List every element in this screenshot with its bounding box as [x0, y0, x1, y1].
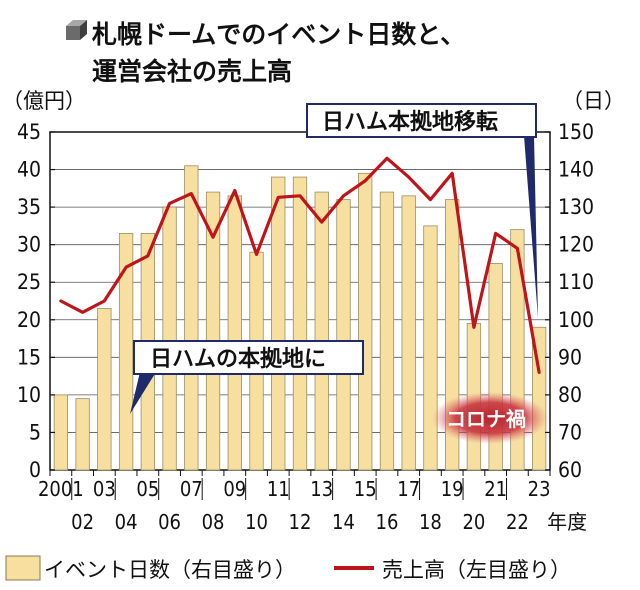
x-tick-label: 02	[71, 510, 94, 534]
left-tick-label: 40	[17, 158, 41, 182]
bar-2004	[118, 232, 134, 471]
right-tick-label: 110	[558, 270, 594, 294]
bar-2002	[75, 398, 90, 471]
bar-2006	[162, 206, 177, 471]
x-tick-label: 22	[506, 510, 529, 534]
right-tick-label: 100	[558, 308, 594, 332]
callout-relocation-pointer	[524, 136, 538, 318]
left-tick-label: 45	[17, 120, 41, 144]
bar-2012	[292, 176, 308, 471]
left-tick-label: 15	[17, 345, 41, 369]
covid-badge: コロナ禍	[432, 392, 548, 444]
x-tick-label: 20	[462, 510, 485, 534]
x-tick-label: 06	[158, 510, 181, 534]
bar-2015	[358, 172, 373, 471]
legend-bar-label: イベント日数（右目盛り）	[44, 558, 296, 582]
callout-relocation-box	[306, 103, 537, 138]
right-tick-label: 140	[558, 158, 594, 182]
bar-2009	[227, 195, 242, 471]
left-tick-label: 35	[17, 195, 41, 219]
right-tick-label: 60	[558, 458, 582, 482]
left-tick-label: 5	[29, 420, 41, 444]
title-cube-icon	[66, 26, 80, 40]
left-tick-label: 20	[17, 308, 41, 332]
sales-line	[59, 156, 541, 374]
x-tick-label: 08	[202, 510, 225, 534]
bar-2017	[401, 195, 416, 471]
legend: イベント日数（右目盛り） 売上高（左目盛り）	[5, 555, 571, 582]
bar-2018	[423, 225, 438, 471]
x-tick-label: 23	[528, 477, 551, 501]
right-tick-label: 90	[558, 345, 582, 369]
left-tick-label: 0	[29, 458, 41, 482]
bar-2013	[314, 191, 329, 471]
chart-title-line1: 札幌ドームでのイベント日数と、	[91, 20, 465, 49]
x-tick-label: 04	[115, 510, 138, 534]
x-axis-suffix: 年度	[547, 510, 587, 534]
legend-line-label: 売上高（左目盛り）	[382, 558, 571, 582]
x-tick-label: 05	[136, 477, 159, 501]
left-axis-unit: （億円）	[2, 89, 86, 113]
callout-relocation-text: 日ハム本拠地移転	[322, 109, 498, 135]
x-tick-label: 16	[376, 510, 399, 534]
callout-move-in-box	[133, 340, 364, 375]
callout-move-in-text: 日ハムの本拠地に	[150, 347, 326, 372]
callout-relocation: 日ハム本拠地移転	[306, 103, 538, 318]
title-block: 札幌ドームでのイベント日数と、 運営会社の売上高	[66, 20, 465, 86]
right-tick-label: 70	[558, 420, 582, 444]
bar-2016	[379, 191, 395, 471]
covid-badge-glow	[432, 392, 548, 444]
bar-2007	[184, 165, 199, 471]
right-tick-label: 150	[558, 120, 594, 144]
x-tick-label: 15	[354, 477, 377, 501]
covid-label: コロナ禍	[446, 407, 526, 431]
sales-line-layer	[59, 156, 541, 374]
bar-2003	[97, 308, 112, 471]
left-tick-label: 25	[17, 270, 41, 294]
x-tick-label: 21	[484, 477, 507, 501]
axes: 0510152025303540456070809010011012013014…	[17, 120, 594, 534]
x-tick-label: 17	[397, 477, 420, 501]
title-cube-icon-side	[80, 20, 87, 40]
right-tick-label: 80	[558, 383, 582, 407]
bar-2001	[53, 394, 69, 471]
right-axis-unit: （日）	[562, 89, 625, 113]
left-tick-label: 30	[17, 233, 41, 257]
callout-move-in: 日ハムの本拠地に	[130, 340, 364, 414]
x-tick-label: 07	[180, 477, 203, 501]
x-tick-label: 03	[93, 477, 116, 501]
x-tick-label: 2001	[38, 477, 84, 501]
chart-title-line2: 運営会社の売上高	[92, 57, 292, 86]
x-tick-label: 10	[245, 510, 268, 534]
bar-2008	[205, 191, 221, 471]
right-tick-label: 130	[558, 195, 594, 219]
x-tick-label: 11	[267, 477, 290, 501]
callout-move-in-pointer	[130, 372, 156, 414]
bar-2014	[336, 199, 351, 471]
x-tick-label: 18	[419, 510, 442, 534]
legend-bar-swatch	[5, 555, 41, 581]
x-tick-label: 14	[332, 510, 355, 534]
bar-2023	[531, 326, 547, 471]
left-tick-label: 10	[17, 383, 41, 407]
x-tick-label: 12	[289, 510, 312, 534]
x-tick-label: 19	[441, 477, 464, 501]
x-tick-label: 09	[223, 477, 246, 501]
right-tick-label: 120	[558, 233, 594, 257]
bar-2011	[271, 176, 286, 471]
x-tick-label: 13	[310, 477, 333, 501]
